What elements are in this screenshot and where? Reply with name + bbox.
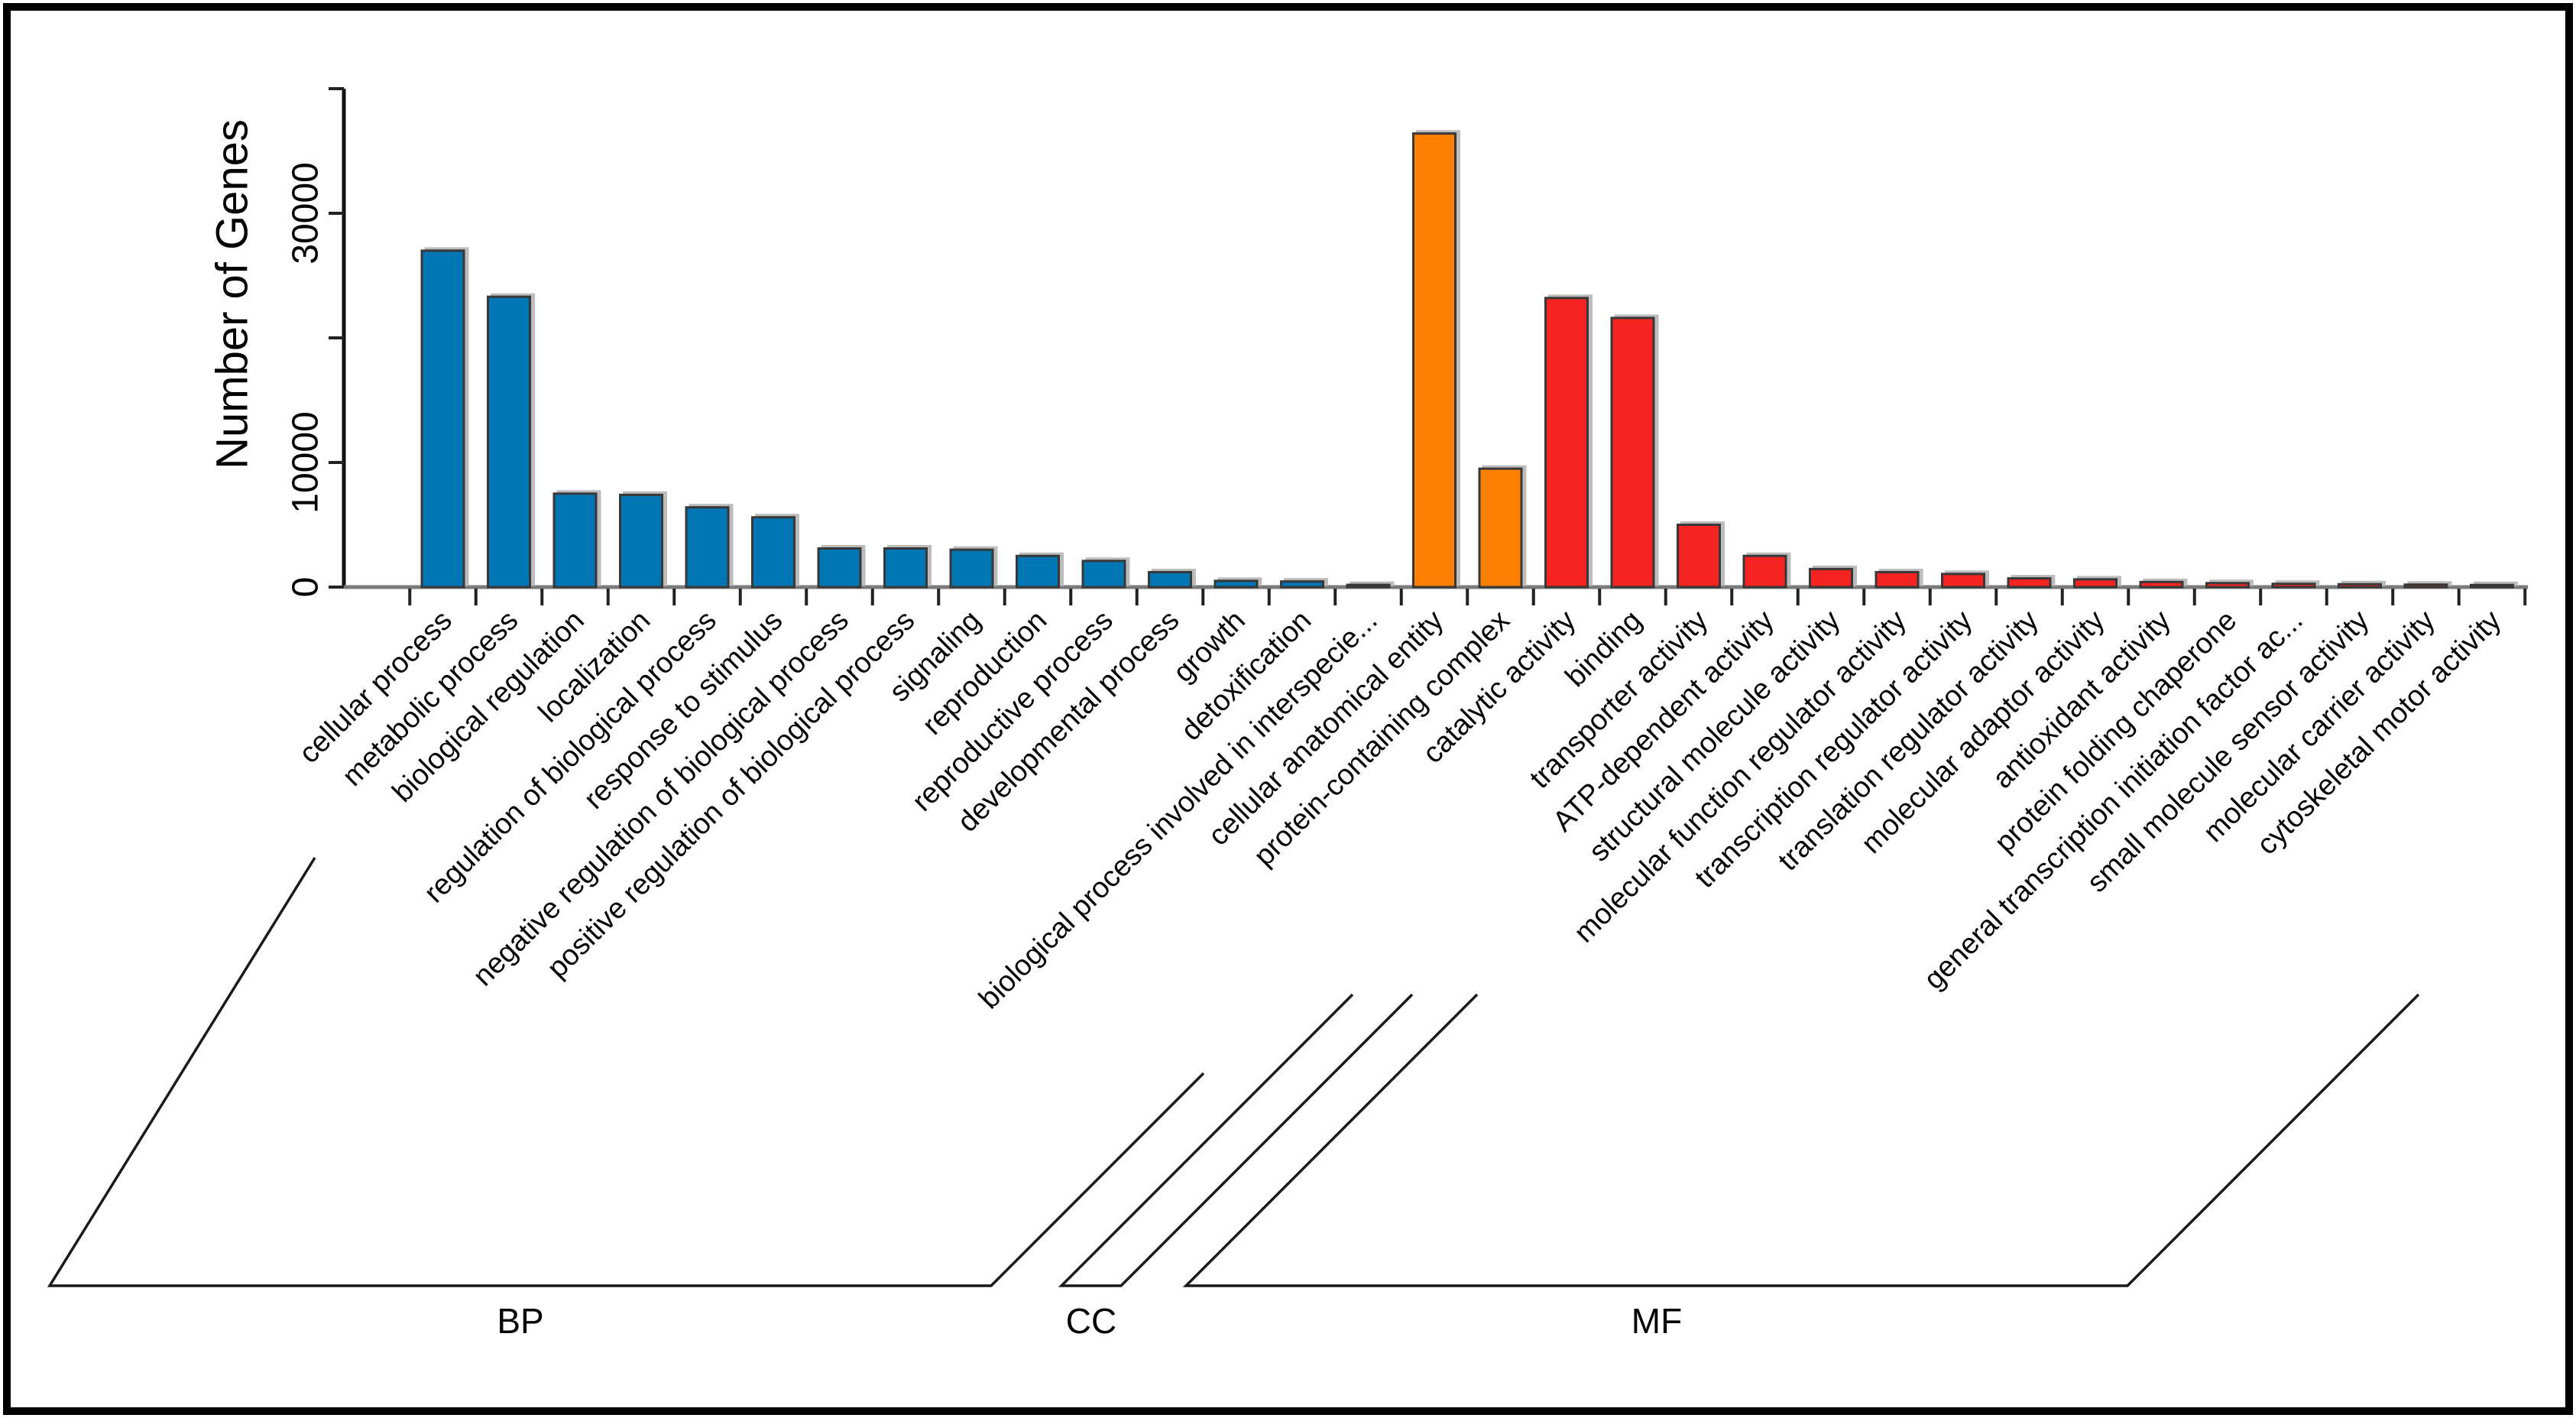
bar-mf-19 xyxy=(1610,316,1655,589)
bar-bp-2 xyxy=(487,295,531,589)
bar-mf-28 xyxy=(2205,582,2250,589)
bar-bp-4 xyxy=(619,493,663,589)
bar-mf-24 xyxy=(1941,573,1985,589)
bar-mf-26 xyxy=(2073,578,2118,589)
bar-bp-6 xyxy=(751,516,795,589)
group-bracket-mf xyxy=(1182,993,2420,1287)
group-bracket-bp xyxy=(47,857,1205,1287)
bar-mf-23 xyxy=(1874,570,1920,589)
bar-bp-5 xyxy=(685,506,730,589)
bar-mf-18 xyxy=(1544,297,1589,589)
bar-mf-22 xyxy=(1809,567,1853,589)
figure-border xyxy=(3,3,2573,1415)
bar-mf-21 xyxy=(1742,554,1787,589)
bar-mf-25 xyxy=(2007,577,2052,589)
bar-bp-3 xyxy=(552,492,598,589)
bar-mf-30 xyxy=(2338,582,2382,589)
bar-bp-11 xyxy=(1081,560,1126,589)
bar-bp-14 xyxy=(1280,580,1324,589)
bar-mf-29 xyxy=(2271,582,2316,589)
bar-bp-12 xyxy=(1148,570,1192,589)
bar-bp-1 xyxy=(420,249,465,589)
bar-bp-10 xyxy=(1016,554,1060,589)
y-axis-title: Number of Genes xyxy=(207,119,257,469)
bar-bp-7 xyxy=(817,547,862,589)
bar-bp-13 xyxy=(1213,579,1259,589)
bar-cc-16 xyxy=(1412,132,1456,589)
bar-bp-9 xyxy=(949,548,994,589)
group-label-bp: BP xyxy=(497,1301,543,1341)
bar-cc-17 xyxy=(1478,467,1523,589)
bar-bp-8 xyxy=(883,547,928,589)
group-label-cc: CC xyxy=(1066,1301,1116,1341)
y-tick-label: 0 xyxy=(286,577,326,598)
y-tick-label: 30000 xyxy=(286,162,326,264)
group-label-mf: MF xyxy=(1631,1301,1682,1341)
bar-bp-15 xyxy=(1346,583,1391,589)
y-tick-label: 10000 xyxy=(286,411,326,513)
bar-mf-20 xyxy=(1677,524,1721,589)
bar-mf-27 xyxy=(2139,580,2184,589)
group-bracket-cc xyxy=(1058,993,1414,1287)
bar-mf-31 xyxy=(2403,583,2448,589)
bar-mf-32 xyxy=(2470,583,2514,589)
